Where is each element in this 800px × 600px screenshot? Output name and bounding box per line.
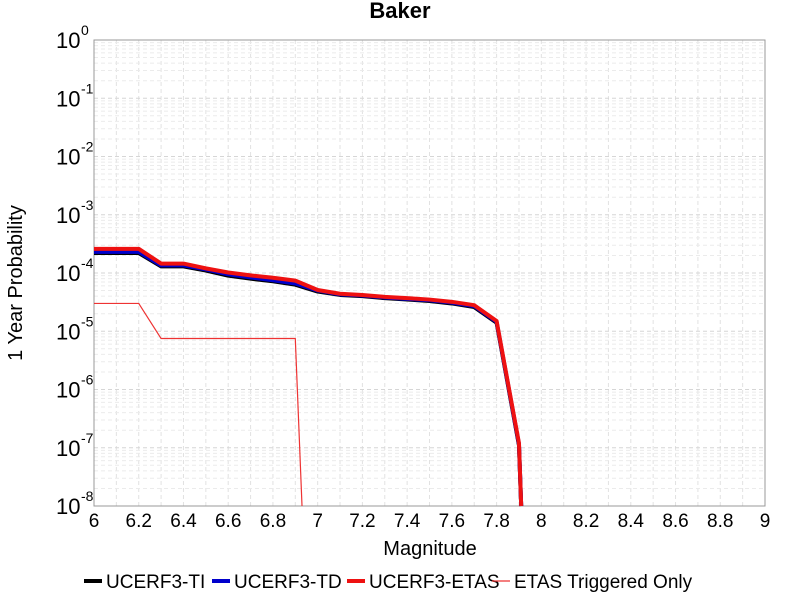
x-tick-label: 7.2 xyxy=(349,511,375,532)
y-tick-label: 10 -1 xyxy=(56,80,94,111)
x-tick-label: 7 xyxy=(312,511,323,532)
y-tick-base: 10 xyxy=(56,28,80,53)
legend: UCERF3-TI UCERF3-TD UCERF3-ETAS ETAS Trigge… xyxy=(84,572,693,593)
y-tick-exponent: -5 xyxy=(81,313,94,329)
x-tick-label: 9 xyxy=(760,511,771,532)
x-axis-label: Magnitude xyxy=(383,538,476,560)
y-tick-base: 10 xyxy=(56,145,80,170)
grid xyxy=(93,40,766,507)
y-tick-exponent: -1 xyxy=(81,80,94,96)
y-tick-base: 10 xyxy=(56,436,80,461)
y-tick-exponent: -8 xyxy=(81,488,94,504)
legend-item-ucerf3-etas: UCERF3-ETAS xyxy=(347,572,500,593)
x-tick-label: 6.6 xyxy=(215,511,241,532)
y-tick-base: 10 xyxy=(56,378,80,403)
y-tick-label: 10 -2 xyxy=(56,139,94,170)
x-tick-label: 6.8 xyxy=(260,511,286,532)
y-tick-label: 10 -4 xyxy=(56,255,94,286)
legend-label: UCERF3-TD xyxy=(234,572,342,593)
x-tick-label: 8.2 xyxy=(573,511,599,532)
y-tick-exponent: 0 xyxy=(81,22,89,38)
legend-label: ETAS Triggered Only xyxy=(514,572,693,593)
legend-label: UCERF3-TI xyxy=(106,572,205,593)
series-line-etas-triggered-only xyxy=(94,302,303,507)
y-tick-label: 10 -8 xyxy=(56,488,94,519)
legend-item-ucerf3-ti: UCERF3-TI xyxy=(84,572,205,593)
y-tick-base: 10 xyxy=(56,203,80,228)
x-tick-label: 6.2 xyxy=(126,511,152,532)
legend-item-ucerf3-td: UCERF3-TD xyxy=(212,572,342,593)
y-tick-exponent: -7 xyxy=(81,430,94,446)
y-tick-label: 10 -7 xyxy=(56,430,94,461)
x-tick-label: 8 xyxy=(536,511,547,532)
y-tick-exponent: -4 xyxy=(81,255,94,271)
x-tick-label: 6.4 xyxy=(170,511,197,532)
y-tick-base: 10 xyxy=(56,494,80,519)
y-tick-label: 10 -5 xyxy=(56,313,94,344)
series-layer xyxy=(94,246,524,507)
y-tick-label: 10 0 xyxy=(56,22,89,53)
x-tick-label: 8.8 xyxy=(707,511,733,532)
y-tick-base: 10 xyxy=(56,319,80,344)
legend-label: UCERF3-ETAS xyxy=(369,572,500,593)
x-tick-label: 8.4 xyxy=(618,511,645,532)
y-tick-base: 10 xyxy=(56,86,80,111)
y-tick-exponent: -3 xyxy=(81,197,94,213)
chart-title: Baker xyxy=(369,0,431,23)
plot-frame xyxy=(93,39,766,507)
y-tick-exponent: -6 xyxy=(81,372,94,388)
y-tick-label: 10 -6 xyxy=(56,372,94,403)
x-tick-label: 8.6 xyxy=(662,511,688,532)
y-axis-label: 1 Year Probability xyxy=(5,205,27,361)
legend-item-etas-triggered-only: ETAS Triggered Only xyxy=(492,572,693,593)
y-tick-exponent: -2 xyxy=(81,139,94,155)
series-line-ucerf3-etas xyxy=(94,246,524,507)
y-tick-label: 10 -3 xyxy=(56,197,94,228)
x-ticks: 6 6.2 6.4 6.6 6.8 7 7.2 7.4 7.6 7.8 8 8.2 8.4 8.6 8.8 9 xyxy=(89,511,771,532)
y-tick-base: 10 xyxy=(56,261,80,286)
x-tick-label: 7.4 xyxy=(394,511,421,532)
x-tick-label: 7.6 xyxy=(439,511,465,532)
x-tick-label: 7.8 xyxy=(483,511,509,532)
x-tick-label: 6 xyxy=(89,511,100,532)
